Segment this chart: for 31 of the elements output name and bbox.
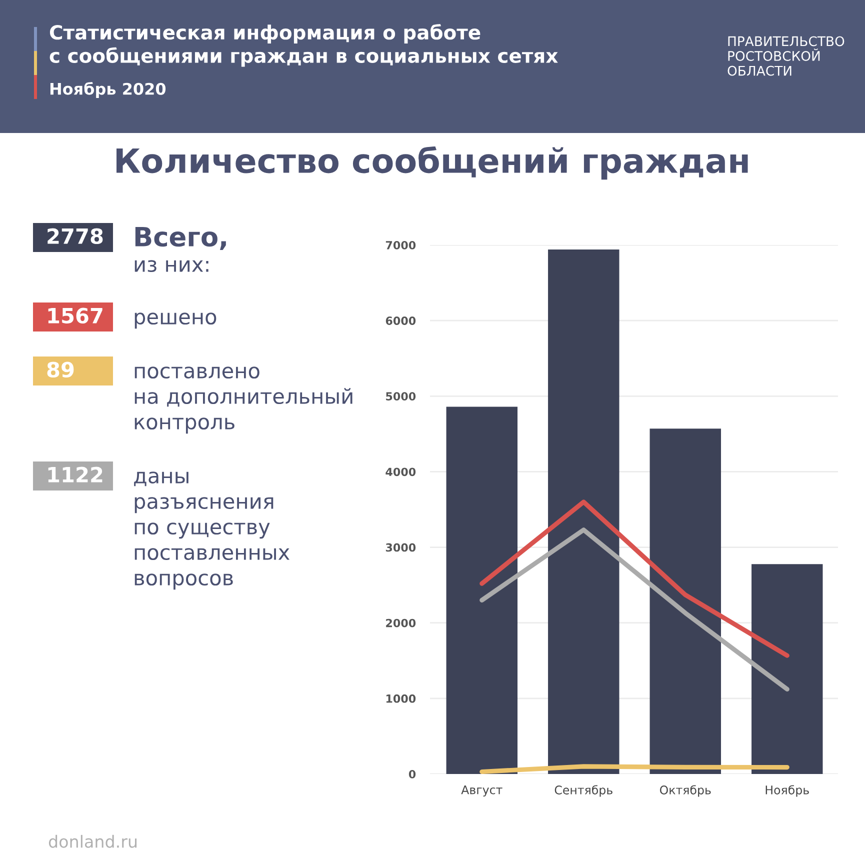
y-tick-label: 6000: [386, 316, 416, 325]
chart-title: Количество сообщений граждан: [116, 146, 748, 180]
y-tick-label: 0: [408, 770, 416, 778]
text: 89: [47, 362, 74, 378]
text: даны разъяснения по существу поставленных вопросов: [134, 472, 290, 590]
x-tick-label: Октябрь: [660, 785, 711, 797]
text: 2778: [48, 228, 103, 244]
x-tick-label: Сентябрь: [554, 785, 612, 797]
line-series: [480, 528, 790, 692]
x-tick-label: Август: [461, 785, 502, 797]
bar: [752, 564, 823, 774]
y-tick-label: 7000: [386, 240, 416, 250]
y-tick-label: 4000: [386, 468, 416, 476]
bar: [548, 250, 620, 774]
text: Статистическая информация о работе с сообщениями граждан в социальных сетях: [50, 24, 558, 67]
bar: [446, 406, 518, 774]
bar: [650, 428, 721, 774]
text: ПРАВИТЕЛЬСТВО РОСТОВСКОЙ ОБЛАСТИ: [728, 36, 844, 76]
x-tick-label: Ноябрь: [766, 785, 809, 797]
y-tick-label: 2000: [386, 618, 416, 628]
text: 1567: [48, 308, 102, 324]
text: решено: [134, 312, 216, 329]
y-tick-label: 5000: [386, 392, 416, 401]
text: donland.ru: [48, 834, 137, 848]
y-tick-label: 3000: [386, 543, 416, 552]
text: Всего, из них:: [134, 227, 226, 272]
line-series: [480, 500, 790, 658]
text: 1122: [48, 466, 102, 482]
text: Ноябрь 2020: [50, 82, 166, 98]
y-tick-label: 1000: [386, 694, 416, 703]
text: поставлено на дополнительный контроль: [134, 366, 352, 434]
